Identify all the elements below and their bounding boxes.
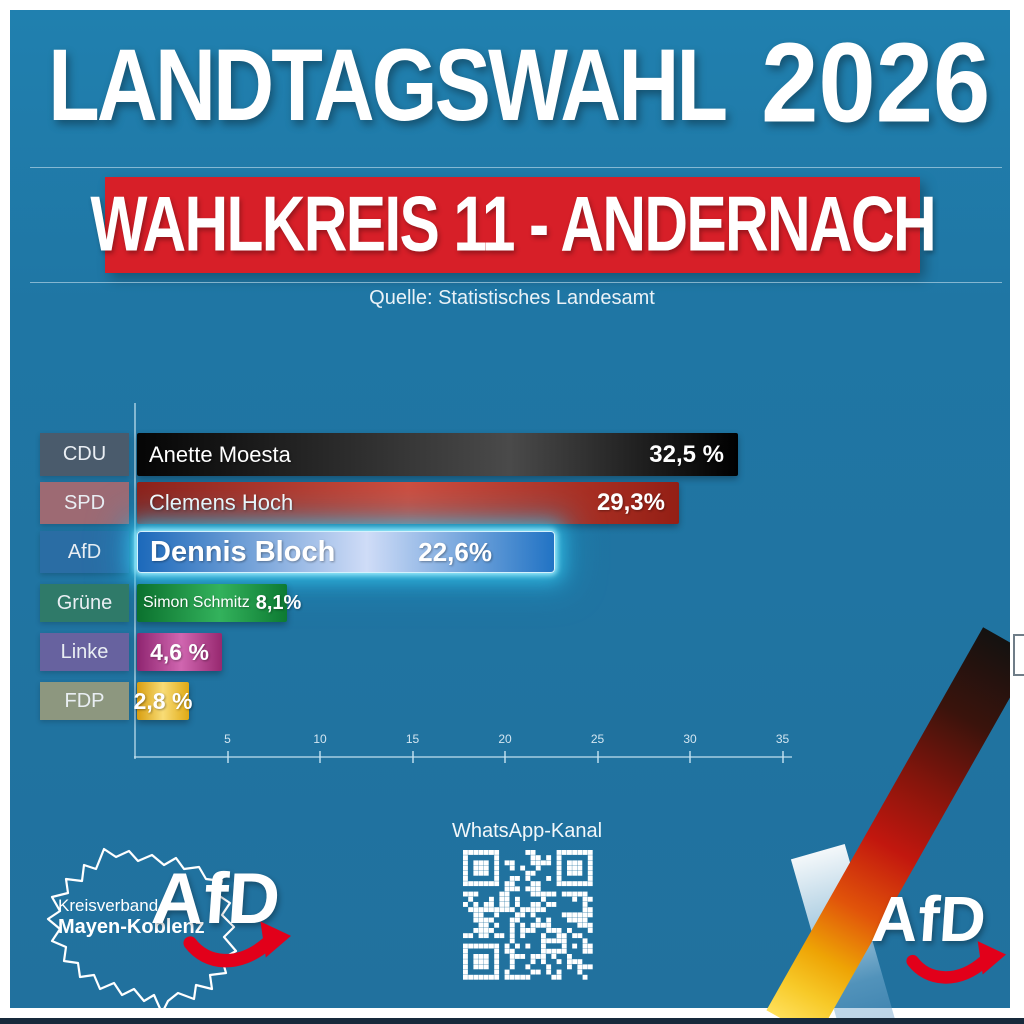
qr-code (463, 850, 593, 980)
edge-artifact (1013, 634, 1024, 676)
org-line2: Mayen-Koblenz (58, 916, 205, 938)
divider-bottom (30, 282, 1002, 283)
divider-top (30, 167, 1002, 168)
district-banner: WAHLKREIS 11 - ANDERNACH (90, 177, 936, 273)
district-map-outline-icon (46, 847, 238, 1011)
bottom-bar (0, 1018, 1024, 1024)
afd-arrow-icon-right (906, 941, 1006, 984)
whatsapp-channel-label: WhatsApp-Kanal (451, 820, 603, 842)
page-title: LANDTAGSWAHL 2026 (12, 26, 1012, 148)
title-year: 2026 (761, 19, 991, 146)
district-banner-text: WAHLKREIS 11 - ANDERNACH (90, 181, 936, 268)
org-line1: Kreisverband (58, 896, 159, 915)
afd-arrow-icon-left (183, 921, 291, 968)
title-main: LANDTAGSWAHL (47, 27, 728, 142)
source-note: Quelle: Statistisches Landesamt (369, 287, 655, 309)
